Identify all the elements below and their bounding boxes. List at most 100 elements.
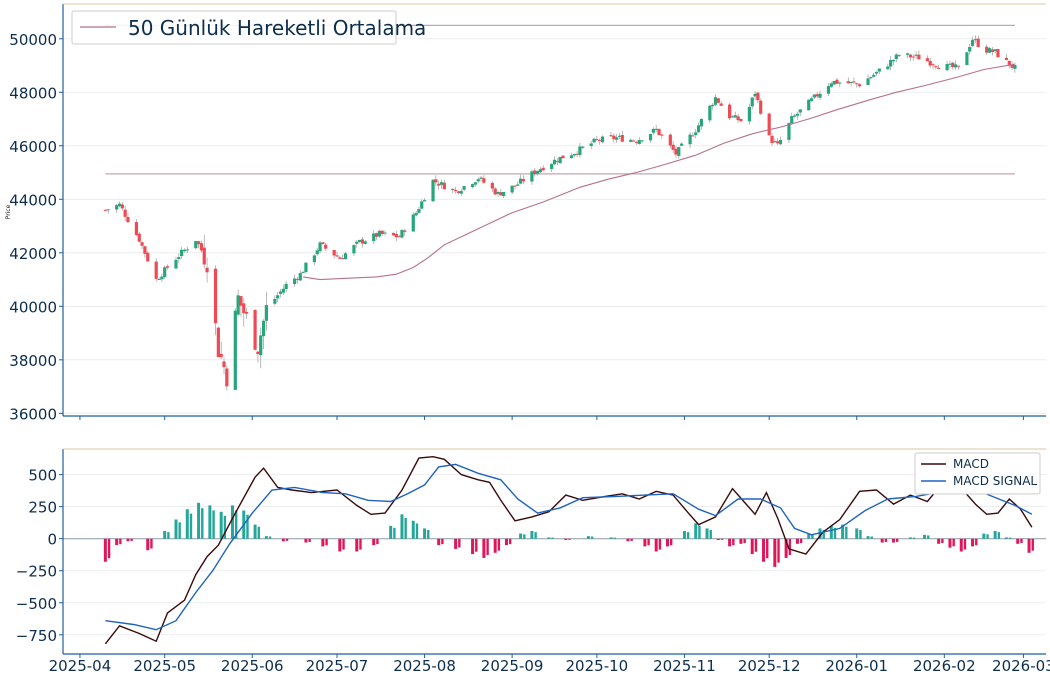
candle-body bbox=[431, 179, 435, 202]
candle-body bbox=[437, 183, 441, 186]
macd-histogram-bar bbox=[884, 538, 888, 542]
candle-body bbox=[552, 159, 557, 165]
macd-histogram-bar bbox=[411, 520, 415, 539]
macd-histogram-bar bbox=[355, 538, 359, 552]
macd-histogram-bar bbox=[647, 538, 650, 546]
macd-histogram-bar bbox=[234, 510, 238, 539]
candle-body bbox=[716, 98, 720, 103]
candle-body bbox=[660, 134, 664, 136]
macd-histogram-bar bbox=[338, 538, 342, 552]
macd-histogram-bar bbox=[870, 536, 873, 539]
macd-histogram-bar bbox=[993, 531, 997, 539]
candle-body bbox=[965, 52, 969, 66]
candle-body bbox=[510, 185, 514, 193]
macd-histogram-bar bbox=[219, 511, 223, 539]
candle-body bbox=[462, 186, 466, 190]
macd-histogram-bar bbox=[795, 538, 799, 544]
candle-body bbox=[759, 100, 763, 114]
candle-body bbox=[945, 63, 949, 71]
candle-body bbox=[182, 249, 187, 252]
macd-histogram-bar bbox=[1004, 537, 1008, 539]
candle-body bbox=[439, 182, 444, 185]
macd-histogram-bar bbox=[107, 538, 111, 559]
macd-histogram-bar bbox=[534, 532, 537, 539]
candle-body bbox=[708, 105, 712, 121]
candle-body bbox=[360, 239, 365, 244]
macd-histogram-bar bbox=[115, 538, 119, 546]
macd-histogram-bar bbox=[393, 527, 396, 539]
macd-histogram-bar bbox=[720, 538, 724, 540]
candle-body bbox=[374, 233, 379, 237]
macd-histogram-bar bbox=[908, 537, 912, 539]
candle-body bbox=[442, 182, 446, 190]
candle-body bbox=[140, 242, 144, 246]
macd-histogram-bar bbox=[728, 538, 732, 547]
x-tick-label: 2026-01 bbox=[825, 657, 888, 675]
macd-legend-label: MACD bbox=[953, 457, 989, 471]
candle-body bbox=[668, 134, 672, 146]
macd-histogram-bar bbox=[427, 529, 430, 539]
macd-histogram-bar bbox=[1020, 538, 1023, 544]
macd-histogram-bar bbox=[103, 538, 107, 562]
candle-body bbox=[253, 310, 257, 350]
macd-histogram-bar bbox=[281, 538, 285, 542]
candle-body bbox=[377, 230, 381, 237]
candle-body bbox=[812, 94, 816, 98]
macd-histogram-bar bbox=[441, 538, 444, 545]
candle-body bbox=[575, 153, 579, 155]
macd-histogram-bar bbox=[471, 538, 475, 555]
macd-histogram-bar bbox=[564, 538, 568, 540]
macd-histogram-bar bbox=[475, 538, 478, 552]
candle-body bbox=[908, 54, 913, 58]
macd-histogram-bar bbox=[986, 534, 989, 539]
candle-body bbox=[341, 258, 345, 260]
candle-body bbox=[225, 368, 229, 387]
x-tick-label: 2025-10 bbox=[566, 657, 629, 675]
candle-body bbox=[897, 55, 901, 57]
x-tick-label: 2025-04 bbox=[49, 657, 112, 675]
candle-body bbox=[807, 99, 811, 111]
candle-body bbox=[120, 204, 124, 209]
candle-body bbox=[174, 259, 178, 269]
candle-body bbox=[770, 135, 774, 143]
macd-histogram-bar bbox=[788, 538, 792, 556]
candle-body bbox=[973, 39, 977, 41]
candle-body bbox=[502, 191, 506, 196]
candle-body bbox=[558, 156, 562, 164]
candle-body bbox=[996, 49, 1000, 58]
candle-body bbox=[869, 77, 873, 79]
candle-body bbox=[728, 104, 732, 119]
macd-histogram-bar bbox=[253, 524, 257, 539]
macd-histogram-bar bbox=[1031, 538, 1034, 551]
price-axes bbox=[62, 3, 1046, 417]
macd-histogram-bar bbox=[389, 525, 393, 539]
candle-body bbox=[196, 241, 201, 245]
candle-body bbox=[654, 128, 658, 130]
candle-body bbox=[380, 230, 384, 235]
macd-histogram-bar bbox=[400, 514, 404, 539]
candle-body bbox=[533, 170, 537, 175]
candle-body bbox=[905, 53, 910, 55]
candle-body bbox=[891, 59, 896, 62]
candle-body bbox=[422, 200, 427, 202]
candle-body bbox=[931, 64, 935, 66]
macd-histogram-bar bbox=[146, 538, 150, 551]
candle-body bbox=[213, 268, 218, 324]
candle-body bbox=[383, 232, 387, 234]
macd-histogram-bar bbox=[530, 531, 534, 539]
macd-histogram-bar bbox=[150, 538, 153, 549]
macd-legend-box bbox=[914, 452, 1041, 495]
macd-histogram-bar bbox=[586, 536, 590, 539]
macd-histogram-bar bbox=[185, 509, 189, 539]
candle-body bbox=[857, 84, 862, 87]
candle-body bbox=[180, 249, 184, 257]
candle-body bbox=[970, 39, 975, 46]
macd-histogram-bar bbox=[891, 538, 895, 543]
moving-average-line bbox=[303, 63, 1015, 281]
macd-histogram-bar bbox=[743, 538, 746, 544]
macd-histogram-bar bbox=[212, 510, 215, 539]
candle-body bbox=[451, 189, 455, 191]
candle-body bbox=[216, 327, 220, 358]
candle-body bbox=[434, 179, 438, 183]
candle-body bbox=[877, 68, 881, 72]
